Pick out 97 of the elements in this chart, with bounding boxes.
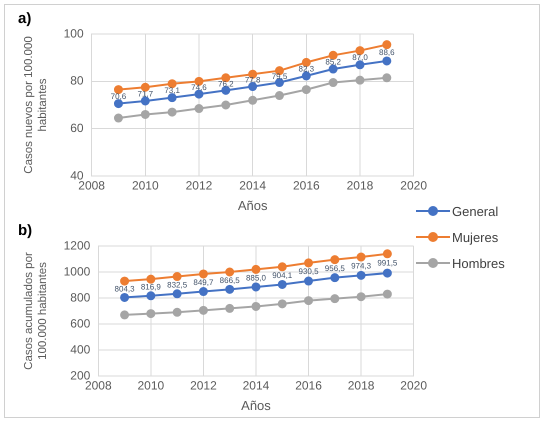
point — [304, 296, 314, 306]
point — [274, 91, 284, 100]
point — [356, 252, 366, 262]
x-tick-label: 2018 — [346, 178, 374, 193]
y-axis-title: Casos acumulados por 100.000 habitantes — [23, 252, 49, 370]
y-tick-label: 1000 — [64, 264, 91, 278]
point — [140, 110, 150, 119]
point — [120, 310, 130, 320]
point — [278, 280, 287, 289]
data-label: 991,5 — [377, 258, 398, 268]
y-tick-label: 1200 — [64, 238, 91, 252]
x-axis-title: Años — [241, 398, 272, 413]
x-tick-label: 2016 — [295, 378, 322, 393]
x-tick-label: 2014 — [242, 378, 270, 393]
point — [278, 262, 287, 272]
point — [172, 308, 182, 317]
point — [251, 282, 260, 292]
point — [172, 289, 182, 298]
point — [198, 287, 208, 296]
data-label: 849,7 — [193, 278, 214, 287]
data-label: 930,5 — [298, 267, 320, 276]
chart-title: a) — [18, 10, 32, 28]
data-label: 76,2 — [218, 79, 234, 88]
x-tick-label: 2010 — [132, 178, 159, 193]
point — [302, 85, 311, 94]
point — [356, 270, 366, 280]
point — [355, 76, 364, 85]
legend-label: Mujeres — [452, 230, 498, 244]
chart-title: b) — [18, 222, 32, 240]
data-label: 804,3 — [114, 284, 136, 294]
data-label: 956,5 — [324, 264, 346, 273]
point — [382, 56, 392, 66]
data-label: 904,1 — [272, 270, 293, 280]
data-label: 82,3 — [298, 64, 315, 74]
y-axis-title: Casos nuevos por 100.000 habitantes — [23, 36, 49, 174]
y-tick-label: 100 — [64, 26, 84, 40]
point — [172, 272, 182, 282]
point — [382, 40, 392, 50]
point — [198, 269, 208, 278]
point — [225, 304, 234, 313]
point — [304, 258, 314, 268]
point — [120, 292, 130, 302]
x-tick-label: 2020 — [400, 178, 428, 193]
point — [221, 100, 230, 110]
point — [146, 291, 156, 300]
data-label: 79,5 — [272, 72, 288, 81]
y-tick-label: 400 — [70, 342, 91, 356]
point — [168, 108, 177, 117]
point — [304, 276, 314, 286]
legend-label: Hombres — [452, 256, 505, 270]
point — [330, 255, 340, 264]
y-tick-label: 60 — [70, 120, 84, 135]
point — [114, 114, 123, 123]
point — [382, 73, 392, 82]
point — [251, 302, 260, 311]
data-label: 832,5 — [167, 280, 188, 290]
x-tick-label: 2014 — [239, 178, 266, 193]
point — [120, 276, 130, 286]
x-tick-label: 2018 — [348, 378, 375, 393]
point — [225, 268, 234, 276]
x-tick-label: 2012 — [190, 378, 218, 393]
legend-label: General — [452, 204, 498, 218]
data-label: 73,1 — [164, 86, 180, 95]
data-label: 70,6 — [110, 92, 127, 101]
data-label: 87,0 — [352, 52, 368, 62]
y-tick-label: 80 — [70, 74, 84, 88]
data-label: 77,8 — [244, 76, 261, 85]
data-label: 816,9 — [140, 282, 162, 292]
point — [356, 292, 366, 302]
data-label: 85,2 — [325, 57, 342, 66]
point — [251, 264, 260, 274]
point — [382, 249, 392, 258]
point — [382, 290, 392, 299]
data-label: 974,3 — [351, 261, 372, 270]
data-label: 866,5 — [220, 276, 240, 285]
data-label: 71,7 — [138, 89, 154, 98]
point — [382, 268, 392, 278]
data-label: 885,0 — [246, 273, 267, 282]
x-tick-label: 2012 — [186, 178, 213, 193]
y-tick-label: 600 — [70, 316, 91, 330]
y-tick-label: 800 — [70, 290, 91, 304]
data-label: 74,6 — [191, 82, 208, 92]
point — [248, 96, 258, 105]
point — [225, 284, 234, 294]
point — [198, 306, 208, 315]
x-tick-label: 2020 — [400, 378, 428, 393]
point — [330, 294, 340, 304]
x-axis-title: Años — [238, 198, 268, 213]
point — [146, 309, 156, 318]
point — [194, 104, 204, 114]
point — [278, 299, 287, 308]
x-tick-label: 2010 — [138, 378, 165, 393]
point — [146, 274, 156, 284]
data-label: 88,6 — [379, 48, 396, 58]
point — [328, 78, 338, 88]
point — [330, 273, 340, 282]
x-tick-label: 2016 — [292, 178, 320, 193]
